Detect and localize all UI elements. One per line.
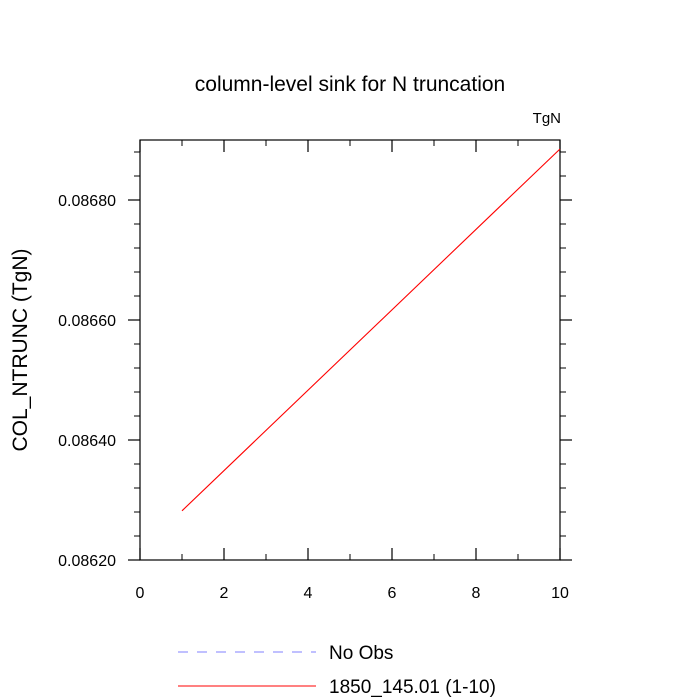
- x-tick-label: 0: [136, 585, 145, 602]
- y-tick-label: 0.08660: [58, 313, 116, 330]
- legend-label-0: No Obs: [329, 643, 393, 664]
- tick-labels: 0 2 4 6 8 10 0.08620 0.08640 0.08660 0.08680: [58, 193, 569, 602]
- series-layer: [181, 148, 561, 512]
- legend-label-1: 1850_145.01 (1-10): [329, 677, 496, 698]
- series-line-1: [181, 148, 561, 512]
- chart-title: column-level sink for N truncation: [195, 73, 505, 96]
- x-tick-label: 4: [304, 585, 313, 602]
- legend: No Obs 1850_145.01 (1-10): [178, 643, 496, 698]
- x-tick-label: 2: [220, 585, 229, 602]
- y-tick-label: 0.08620: [58, 553, 116, 570]
- y-tick-label: 0.08640: [58, 433, 116, 450]
- axis-ticks: [128, 140, 572, 561]
- y-tick-label: 0.08680: [58, 193, 116, 210]
- units-label: TgN: [533, 110, 561, 127]
- y-axis-label: COL_NTRUNC (TgN): [9, 248, 32, 451]
- x-tick-label: 8: [472, 585, 481, 602]
- x-tick-label: 6: [388, 585, 397, 602]
- x-tick-label: 10: [551, 585, 569, 602]
